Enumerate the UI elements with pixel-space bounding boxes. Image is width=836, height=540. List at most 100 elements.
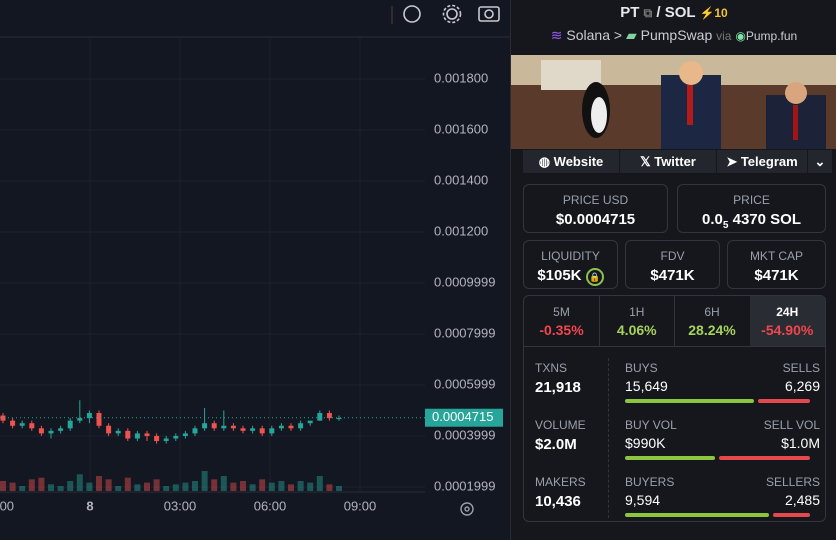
- buy-bar: [625, 456, 716, 460]
- card-value: $105K 🔒: [524, 267, 617, 286]
- volume-bar: [28, 479, 35, 491]
- stat-card: MKT CAP $471K: [727, 240, 826, 289]
- candle-body: [125, 430, 131, 439]
- x-tick-label: 06:00: [254, 498, 287, 513]
- right-value: $1.0M: [781, 435, 820, 451]
- stat-card: FDV $471K: [625, 240, 720, 289]
- volume-bar: [278, 481, 285, 491]
- activity-box: 5M -0.35% 1H 4.06% 6H 28.24% 24H -54.90% TXNS 21,…: [523, 295, 826, 522]
- chain[interactable]: Solana: [566, 27, 610, 43]
- y-tick-label: 0.0003999: [434, 427, 495, 442]
- sell-bar: [719, 456, 810, 460]
- change-period: 6H: [704, 305, 720, 319]
- volume-bar: [38, 477, 45, 491]
- price-rest: 4370 SOL: [732, 211, 801, 228]
- zero-count: 5: [722, 220, 729, 231]
- dex[interactable]: PumpSwap: [640, 27, 713, 43]
- volume-bar: [297, 481, 304, 491]
- right-label: SELL VOL: [763, 418, 820, 432]
- volume-bar: [105, 479, 112, 491]
- volume-bar: [249, 484, 256, 491]
- camera-lens: [484, 9, 494, 19]
- telegram-link[interactable]: ➤ Telegram: [717, 150, 807, 173]
- volume-bar: [316, 476, 323, 491]
- candle-body: [317, 413, 323, 421]
- candle-body: [173, 435, 179, 439]
- change-tab[interactable]: 5M -0.35%: [524, 296, 600, 346]
- change-tab[interactable]: 6H 28.24%: [675, 296, 751, 346]
- last-price-tag: [425, 408, 503, 427]
- left-value: 15,649: [625, 378, 668, 394]
- row-value: 21,918: [535, 379, 581, 396]
- via: via: [716, 29, 732, 43]
- x-tick-label: 8: [86, 498, 93, 513]
- card-value: $0.0004715: [555, 211, 636, 228]
- volume-bar: [0, 481, 6, 491]
- copy-icon[interactable]: ⧉: [643, 6, 653, 20]
- website-link[interactable]: ◍ Website: [523, 150, 619, 173]
- link-label: Telegram: [740, 154, 798, 169]
- change-period: 1H: [629, 305, 645, 319]
- candle-body: [106, 425, 112, 434]
- replay-icon[interactable]: [403, 5, 421, 23]
- launchpad-icon: ◉: [735, 29, 746, 43]
- candle-body: [250, 428, 256, 431]
- row-value: 10,436: [535, 493, 581, 510]
- candle-body: [86, 413, 92, 419]
- card-label: LIQUIDITY: [541, 249, 600, 263]
- volume-bar: [259, 479, 266, 491]
- candle-body: [269, 428, 275, 434]
- x-tick-label: :00: [0, 498, 14, 513]
- more-links[interactable]: ⌄: [808, 150, 832, 173]
- link-label: Website: [553, 154, 604, 169]
- link-bar: ◍ Website 𝕏 Twitter ➤ Telegram ⌄: [523, 150, 832, 173]
- right-label: SELLERS: [765, 475, 820, 489]
- lock-icon[interactable]: 🔒: [585, 268, 604, 286]
- volume-bar: [76, 474, 83, 491]
- axis-settings-icon[interactable]: [460, 502, 474, 516]
- change-value: -54.90%: [761, 322, 814, 338]
- volume-bar: [230, 482, 237, 491]
- card-label: MKT CAP: [749, 249, 804, 263]
- card-label: PRICE: [733, 193, 770, 207]
- volume-bar: [182, 482, 189, 491]
- twitter-link[interactable]: 𝕏 Twitter: [620, 150, 716, 173]
- change-value: 28.24%: [688, 322, 736, 338]
- candle-body: [77, 418, 83, 421]
- boost-badge[interactable]: ⚡10: [699, 6, 728, 20]
- candle-body: [67, 420, 73, 429]
- candle-body: [192, 428, 198, 434]
- volume-bar: [57, 486, 64, 491]
- dex-icon: ▰: [625, 27, 637, 43]
- candle-body: [240, 428, 246, 431]
- candle-body: [326, 413, 332, 419]
- settings-icon-ring: [442, 4, 462, 24]
- candle-body: [230, 425, 236, 429]
- change-tab[interactable]: 24H -54.90%: [749, 296, 825, 346]
- volume-bar: [144, 482, 150, 491]
- volume-bar: [67, 481, 74, 491]
- row-label: MAKERS: [535, 475, 586, 489]
- row-value: $2.0M: [535, 436, 577, 453]
- candle-body: [211, 423, 217, 429]
- y-tick-label: 0.001400: [434, 172, 488, 187]
- camera-icon[interactable]: [478, 6, 500, 22]
- candle-body: [288, 425, 294, 429]
- x-tick-label: 03:00: [164, 498, 197, 513]
- y-tick-label: 0.001200: [434, 223, 488, 238]
- price-prefix: 0.0: [702, 211, 723, 228]
- volume-bar: [326, 484, 333, 491]
- settings-icon[interactable]: [446, 8, 458, 20]
- quote-symbol: SOL: [664, 4, 696, 21]
- volume-bar: [172, 484, 179, 491]
- card-label: PRICE USD: [562, 193, 629, 207]
- candle-body: [48, 430, 54, 434]
- launchpad[interactable]: Pump.fun: [745, 29, 798, 43]
- volume-bar: [192, 481, 198, 491]
- card-value: $471K: [754, 267, 799, 284]
- stat-card: LIQUIDITY $105K 🔒: [523, 240, 618, 289]
- buy-bar: [625, 399, 755, 403]
- pair-title: PT ⧉ / SOL ⚡10: [511, 4, 836, 21]
- change-tab[interactable]: 1H 4.06%: [599, 296, 676, 346]
